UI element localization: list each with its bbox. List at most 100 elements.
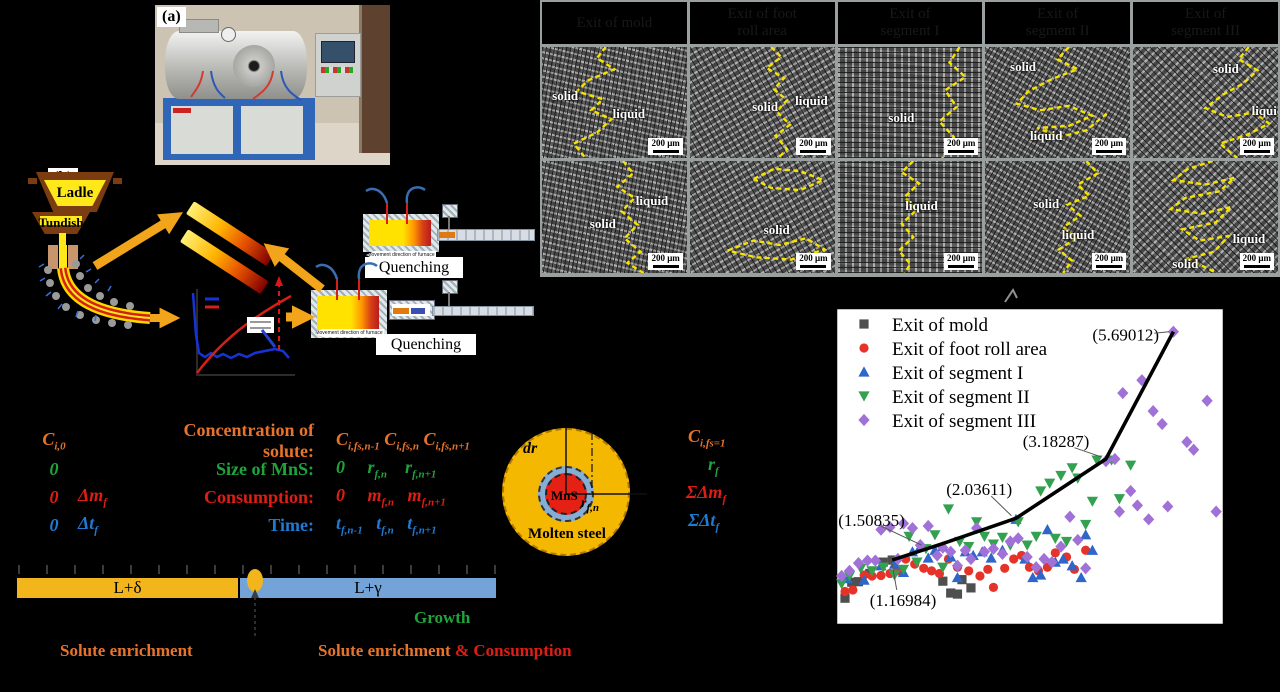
micrograph-grid: Exit of mold Exit of foot roll area Exit of… [540,0,1280,277]
row-label: Time: [268,514,314,535]
phase-label: liquid [1251,103,1278,119]
sl-interface-line [838,161,983,273]
micrograph-header: Exit of segment III [1133,2,1278,44]
micrograph-cell: solid 200 μm [837,47,983,158]
photo-buttons [321,67,353,73]
svg-text:270: 270 [1127,636,1153,655]
phase-label: solid [763,222,790,238]
sum-concentration: Ci,fs=1 [688,426,726,450]
phase-bar-gamma-label: L+γ [354,578,382,597]
panel-a-label: (a) [157,7,186,27]
thermocouple [358,278,360,300]
sl-interface-line [542,161,687,273]
svg-text:Diameter of MnS, μm: Diameter of MnS, μm [790,374,811,559]
scale-bar: 200 μm [796,253,831,270]
svg-text:0: 0 [832,636,841,655]
svg-text:(2.03611): (2.03611) [946,480,1012,499]
phase-label: solid [589,215,616,231]
scale-bar: 200 μm [1239,138,1274,155]
svg-text:60: 60 [895,636,912,655]
photo-gauge [221,27,236,42]
row-initial: 0 [49,458,59,479]
micrograph-header: Exit of foot roll area [689,2,835,44]
mold-stream [59,245,67,271]
phase-label: solid [888,110,915,126]
solute-enrichment-left: Solute enrichment [60,641,193,660]
mns-sphere-diagram: dr MnS rf,n Molten steel [495,420,665,570]
sample-tube-lower [432,306,534,316]
svg-text:330: 330 [1194,636,1220,655]
photo-cabinet-panel [241,106,303,154]
caster-strand [38,254,151,329]
scale-bar: 200 μm [944,138,979,155]
svg-text:Exit of segment III: Exit of segment III [892,411,1036,432]
molten-steel-label: Molten steel [528,526,606,542]
micrograph-cell: solid liquid 200 μm [1133,47,1278,158]
row-label: Consumption: [203,486,314,507]
phase-label: liquid [635,193,669,209]
solute-enrichment-right-orange: Solute enrichment [318,641,451,660]
photo-hoses [190,70,302,101]
scale-bar: 200 μm [796,138,831,155]
row-initial: Ci,0 [42,429,66,453]
scale-bar: 200 μm [944,253,979,270]
svg-text:180: 180 [1026,636,1052,655]
scale-bar: 200 μm [1239,253,1274,270]
svg-text:Exit of foot roll area: Exit of foot roll area [892,339,1048,360]
row-values: 0 mf,n mf,n+1 [336,485,446,509]
micrograph-header: Exit of mold [542,2,687,44]
mns-diameter-chart: 0 30 60 90 120 150 180 210 240 270 300 330 0 1 2 3 4 5 6 Di… [787,300,1280,692]
thermocouple [386,202,388,224]
holder-stem [448,216,450,230]
sample-tube-upper [437,229,535,241]
svg-text:30: 30 [861,636,878,655]
svg-text:(1.50835): (1.50835) [838,511,905,530]
svg-text:3: 3 [816,461,825,480]
svg-text:150: 150 [992,636,1018,655]
micrograph-cell: solid liquid 200 μm [689,47,835,158]
ladle-handle-right [113,178,122,184]
sl-interface-line [1133,47,1278,158]
phase-label: liquid [795,93,828,109]
svg-text:6: 6 [816,307,825,326]
ladle-handle-left [28,178,37,184]
micrograph-cell: solid liquid 200 μm [542,161,687,273]
row-delta: Δmf [78,485,107,509]
row-values: Ci,fs,n-1 Ci,fs,n Ci,fs,n+1 [336,429,470,453]
phase-label: liquid [1061,226,1095,242]
svg-text:Distance from the S/L interfac: Distance from the S/L interface, μm [879,661,1181,685]
phase-bar-gamma: L+γ [240,578,496,598]
row-delta: Δtf [78,513,98,537]
row-initial: 0 [49,514,59,535]
mns-radius-lines [565,428,647,495]
svg-text:Exit of segment II: Exit of segment II [892,387,1030,408]
svg-text:90: 90 [929,636,946,655]
row-initial: 0 [49,486,59,507]
phase-label: solid [1212,61,1239,77]
svg-text:Exit of mold: Exit of mold [892,315,989,336]
svg-text:240: 240 [1093,636,1119,655]
phase-label: liquid [905,197,938,213]
micrograph-cell: liquid 200 μm [837,161,983,273]
tundish-melt [40,216,82,225]
movement-direction-arrow: Movement direction of furnace [366,251,436,259]
mns-core-label: MnS [551,488,578,503]
thermocouple [406,202,408,224]
micrograph-cell: solid liquid 200 μm [985,47,1131,158]
phase-label: solid [752,98,779,114]
ladle-label: Ladle [56,184,94,201]
photo-cabinet-panel [171,106,233,154]
phase-label: liquid [612,105,646,121]
micrograph-cell: solid liquid 200 μm [542,47,687,158]
solute-table-row: 0 Δtf Time: tf,n-1 tf,n tf,n+1 [30,512,752,538]
svg-text:4: 4 [816,410,825,429]
scale-bar: 200 μm [648,253,683,270]
mold-left-wall [48,245,58,269]
sum-consumption: ΣΔmf [686,482,727,506]
phase-label: solid [1172,256,1199,272]
svg-text:0: 0 [816,616,825,635]
sl-interface-line [985,161,1130,273]
svg-text:120: 120 [958,636,984,655]
furnace-lower-chamber [317,296,379,330]
